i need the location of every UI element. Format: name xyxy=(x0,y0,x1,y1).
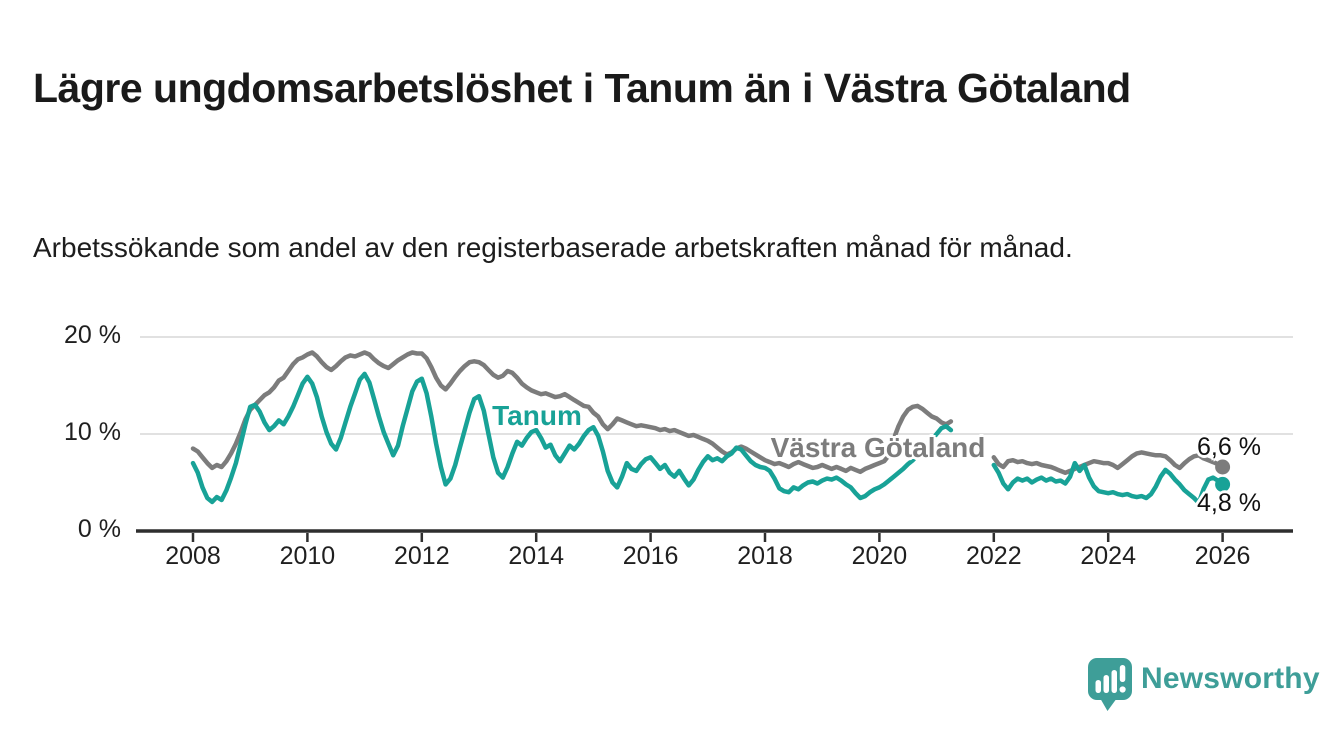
end-value-label-tanum: 4,8 % xyxy=(1197,489,1261,517)
page-title: Lägre ungdomsarbetslöshet i Tanum än i V… xyxy=(33,65,1131,112)
newsworthy-wordmark: Newsworthy xyxy=(1141,662,1320,695)
x-axis-tick-label: 2010 xyxy=(279,542,336,570)
series-label-tanum: Tanum xyxy=(492,400,582,431)
x-axis-tick-label: 2018 xyxy=(737,542,793,570)
x-axis-tick-label: 2016 xyxy=(622,542,679,570)
x-axis-tick-label: 2012 xyxy=(393,542,450,570)
x-axis-tick-label: 2026 xyxy=(1194,542,1251,570)
x-axis-tick-label: 2008 xyxy=(165,542,221,570)
y-axis-tick-label: 0 % xyxy=(77,515,121,543)
chart-subtitle: Arbetssökande som andel av den registerb… xyxy=(33,232,1073,263)
x-axis-tick-label: 2022 xyxy=(965,542,1022,570)
x-axis-tick-label: 2014 xyxy=(508,542,564,570)
x-axis-tick-label: 2024 xyxy=(1080,542,1136,570)
end-value-label-vastra-gotaland: 6,6 % xyxy=(1197,433,1261,461)
series-label-vastra-gotaland: Västra Götaland xyxy=(770,432,986,463)
x-axis-tick-label: 2020 xyxy=(851,542,908,570)
y-axis-tick-label: 20 % xyxy=(64,321,121,349)
y-axis-tick-label: 10 % xyxy=(64,418,121,446)
newsworthy-logo-icon xyxy=(1086,655,1136,713)
